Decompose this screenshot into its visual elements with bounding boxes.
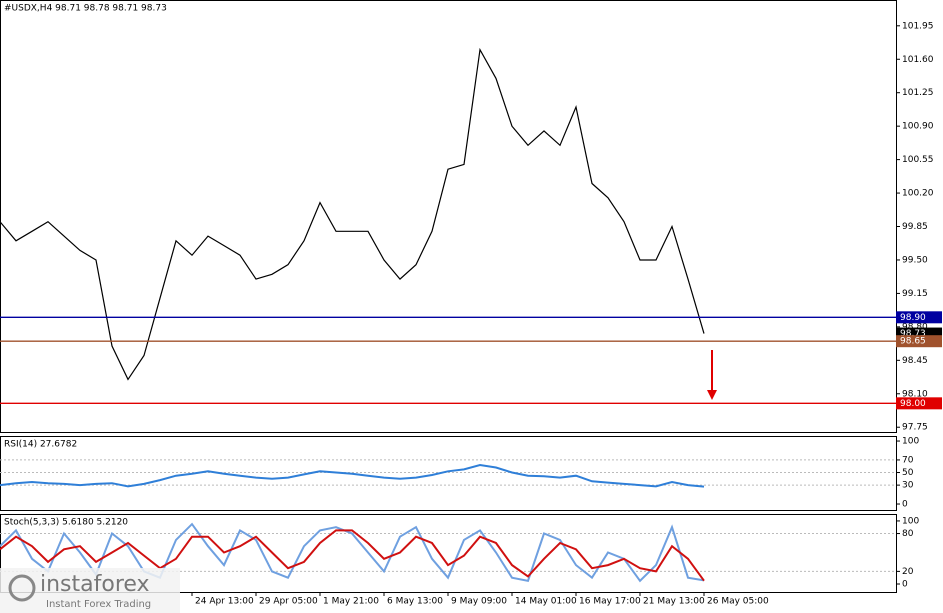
panel-frame: [0, 436, 897, 511]
panel-title: #USDX,H4 98.71 98.78 98.71 98.73: [4, 4, 167, 14]
y-tick-label: 100: [902, 516, 919, 526]
y-tick-label: 0: [902, 579, 908, 589]
x-tick-label: 6 May 13:00: [387, 597, 443, 607]
y-tick-label: 98.45: [902, 356, 928, 366]
x-tick-label: 9 May 09:00: [451, 597, 507, 607]
price-tag-label: 98.90: [900, 313, 926, 323]
y-tick-label: 99.15: [902, 289, 928, 299]
y-tick-label: 101.60: [902, 55, 934, 65]
price-tag-label: 98.65: [900, 337, 926, 347]
logo: instaforex Instant Forex Trading: [0, 568, 180, 613]
panel-frame: [0, 0, 897, 433]
y-tick-label: 0: [902, 500, 908, 510]
x-tick-label: 26 May 05:00: [707, 597, 769, 607]
y-tick-label: 100.55: [902, 155, 934, 165]
panel-title: Stoch(5,3,3) 5.6180 5.2120: [4, 518, 128, 528]
y-tick-label: 100: [902, 437, 919, 447]
x-tick-label: 24 Apr 13:00: [195, 597, 254, 607]
x-tick-label: 1 May 21:00: [323, 597, 379, 607]
y-tick-label: 97.75: [902, 423, 928, 433]
logo-box: [0, 568, 180, 613]
y-tick-label: 98.80: [902, 322, 928, 332]
y-tick-label: 20: [902, 567, 914, 577]
logo-tagline: Instant Forex Trading: [46, 599, 151, 610]
y-tick-label: 99.85: [902, 222, 928, 232]
y-tick-label: 100.90: [902, 122, 934, 132]
y-tick-label: 30: [902, 481, 914, 491]
y-tick-label: 70: [902, 455, 914, 465]
y-tick-label: 101.25: [902, 88, 934, 98]
y-tick-label: 101.95: [902, 21, 934, 31]
arrow-head: [707, 390, 717, 400]
y-tick-label: 98.10: [902, 389, 928, 399]
y-tick-label: 99.50: [902, 255, 928, 265]
logo-icon: [8, 574, 36, 602]
price-tag: [896, 397, 942, 410]
panel-title: RSI(14) 27.6782: [4, 440, 77, 450]
x-tick-label: 29 Apr 05:00: [259, 597, 318, 607]
x-tick-label: 14 May 01:00: [515, 597, 577, 607]
price-tag-label: 98.73: [900, 329, 926, 339]
y-tick-label: 50: [902, 468, 914, 478]
x-tick-label: 21 May 13:00: [643, 597, 705, 607]
series-line: [0, 522, 705, 583]
price-tag-label: 98.00: [900, 399, 926, 409]
y-tick-label: 80: [902, 529, 914, 539]
series-line: [0, 529, 705, 582]
series-line: [0, 47, 705, 381]
series-line: [0, 463, 705, 488]
price-tag: [896, 311, 942, 324]
y-tick-label: 100.20: [902, 189, 934, 199]
logo-name: instaforex: [40, 572, 150, 597]
x-tick-label: 16 May 17:00: [579, 597, 641, 607]
price-tag: [896, 335, 942, 348]
